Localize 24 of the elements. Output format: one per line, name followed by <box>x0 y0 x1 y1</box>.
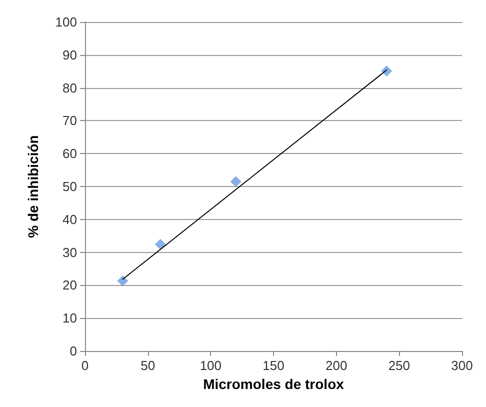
x-tick-label: 150 <box>262 358 284 373</box>
x-tick-label: 50 <box>140 358 156 373</box>
y-tick-label: 40 <box>62 212 77 227</box>
y-tick-label: 30 <box>62 244 77 260</box>
x-tick-label: 0 <box>81 358 89 373</box>
y-tick-label: 70 <box>62 113 77 128</box>
x-tick-label: 250 <box>388 358 410 373</box>
y-tick-label: 0 <box>70 344 77 358</box>
y-tick-label: 80 <box>62 80 77 96</box>
y-tick-label: 10 <box>62 310 77 326</box>
y-tick-label: 50 <box>62 179 77 194</box>
point <box>117 275 128 286</box>
x-axis-title: Micromoles de trolox <box>203 376 344 392</box>
x-tick-label: 200 <box>325 358 348 373</box>
point <box>154 238 166 250</box>
y-tick-label: 60 <box>62 146 77 162</box>
point <box>230 176 242 188</box>
point <box>381 66 392 77</box>
y-tick-label: 20 <box>62 278 77 293</box>
y-axis-title: % de inhibición <box>25 135 41 238</box>
y-tick-label: 90 <box>62 47 77 62</box>
y-tick-label: 100 <box>55 14 77 30</box>
x-tick-label: 300 <box>451 358 473 373</box>
x-tick-label: 100 <box>200 358 222 373</box>
